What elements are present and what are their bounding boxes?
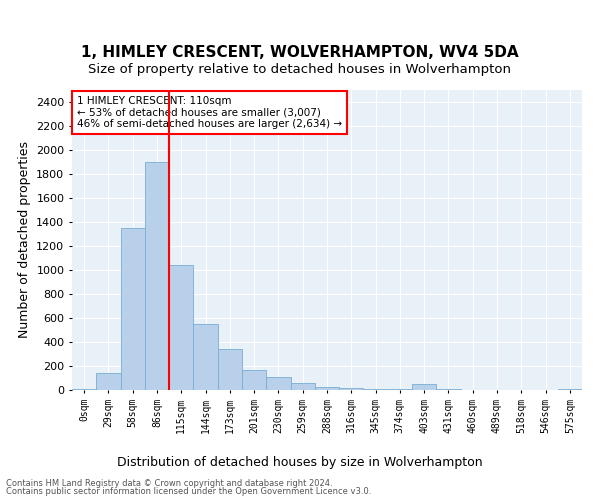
Text: Distribution of detached houses by size in Wolverhampton: Distribution of detached houses by size …	[117, 456, 483, 469]
Bar	[412, 384, 436, 390]
Bar	[218, 349, 242, 390]
Text: Contains public sector information licensed under the Open Government Licence v3: Contains public sector information licen…	[6, 487, 371, 496]
Bar	[72, 389, 96, 390]
Bar	[339, 388, 364, 390]
Text: 1 HIMLEY CRESCENT: 110sqm
← 53% of detached houses are smaller (3,007)
46% of se: 1 HIMLEY CRESCENT: 110sqm ← 53% of detac…	[77, 96, 342, 129]
Bar	[193, 324, 218, 390]
Bar	[145, 162, 169, 390]
Bar	[169, 265, 193, 390]
Text: Contains HM Land Registry data © Crown copyright and database right 2024.: Contains HM Land Registry data © Crown c…	[6, 478, 332, 488]
Bar	[315, 387, 339, 390]
Bar	[290, 383, 315, 390]
Bar	[266, 377, 290, 390]
Bar	[121, 228, 145, 390]
Bar	[96, 373, 121, 390]
Bar	[364, 389, 388, 390]
Y-axis label: Number of detached properties: Number of detached properties	[17, 142, 31, 338]
Bar	[242, 370, 266, 390]
Text: Size of property relative to detached houses in Wolverhampton: Size of property relative to detached ho…	[89, 62, 511, 76]
Text: 1, HIMLEY CRESCENT, WOLVERHAMPTON, WV4 5DA: 1, HIMLEY CRESCENT, WOLVERHAMPTON, WV4 5…	[81, 45, 519, 60]
